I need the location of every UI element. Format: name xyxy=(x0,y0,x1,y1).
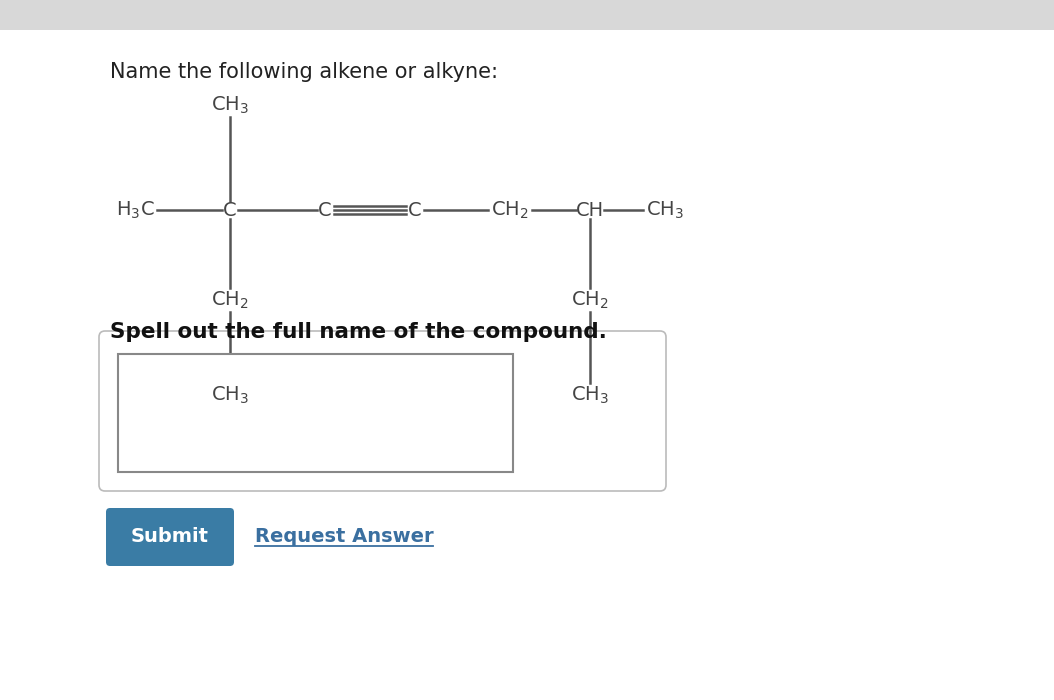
Text: C: C xyxy=(223,200,237,220)
FancyBboxPatch shape xyxy=(106,508,234,566)
Text: Name the following alkene or alkyne:: Name the following alkene or alkyne: xyxy=(110,62,497,82)
FancyBboxPatch shape xyxy=(99,331,666,491)
Text: CH: CH xyxy=(575,200,604,220)
Text: Spell out the full name of the compound.: Spell out the full name of the compound. xyxy=(110,322,607,342)
Text: CH$_3$: CH$_3$ xyxy=(211,94,249,116)
Text: CH$_2$: CH$_2$ xyxy=(571,289,609,311)
Text: H$_3$C: H$_3$C xyxy=(116,199,154,220)
Bar xyxy=(118,354,513,472)
Text: Request Answer: Request Answer xyxy=(255,528,433,547)
Text: C: C xyxy=(318,200,332,220)
Text: CH$_3$: CH$_3$ xyxy=(211,384,249,405)
Text: CH$_2$: CH$_2$ xyxy=(491,199,529,220)
Text: CH$_2$: CH$_2$ xyxy=(211,289,249,311)
Text: Submit: Submit xyxy=(131,528,209,547)
Text: CH$_3$: CH$_3$ xyxy=(571,384,609,405)
Text: CH$_3$: CH$_3$ xyxy=(646,199,684,220)
Bar xyxy=(0,0,1054,30)
Text: C: C xyxy=(408,200,422,220)
